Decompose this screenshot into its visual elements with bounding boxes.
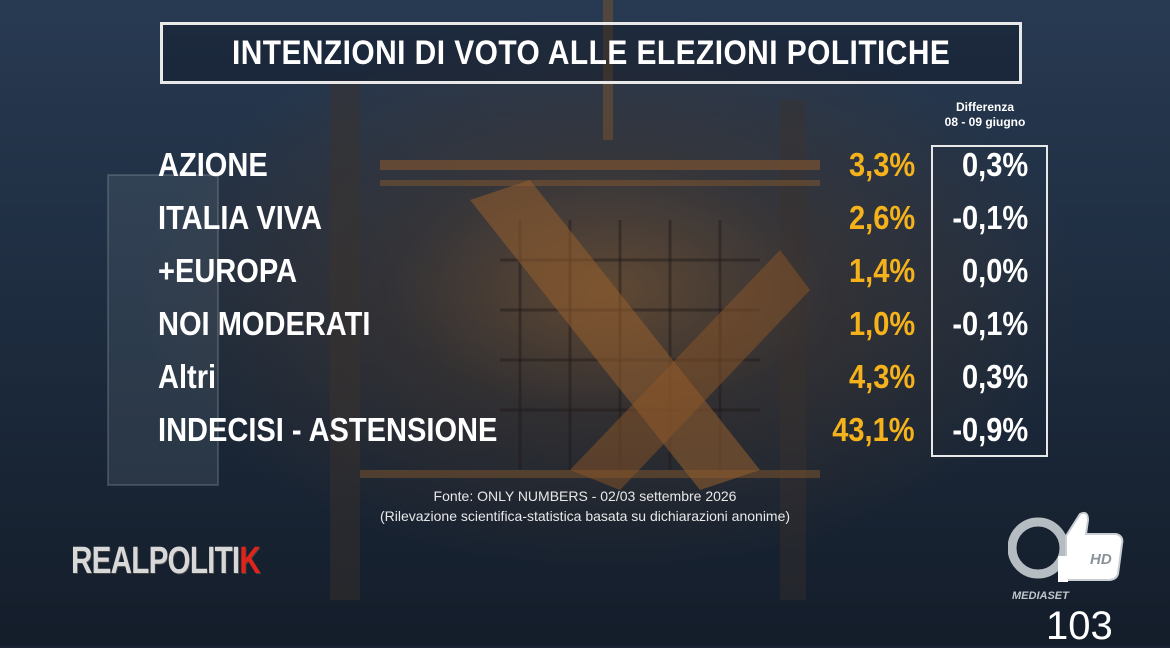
poll-row: INDECISI - ASTENSIONE 43,1% -0,9% [0,410,1170,450]
network-label: MEDIASET [1012,590,1069,602]
party-percent: 2,6% [848,199,915,236]
party-name: AZIONE [158,146,268,183]
hd-label: HD [1090,551,1112,568]
difference-box [931,145,1048,457]
party-difference: -0,1% [952,305,1028,342]
party-percent: 3,3% [848,146,915,183]
difference-header-label: Differenza [955,100,1014,114]
page-title: INTENZIONI DI VOTO ALLE ELEZIONI POLITIC… [231,33,951,72]
realpolitik-logo: REALPOLITIK [71,540,261,583]
difference-header: Differenza 08 - 09 giugno [930,100,1040,130]
party-name: NOI MODERATI [158,305,371,342]
party-name: +EUROPA [158,252,298,289]
party-name: INDECISI - ASTENSIONE [158,411,498,448]
party-difference: 0,0% [961,252,1028,289]
poll-row: +EUROPA 1,4% 0,0% [0,251,1170,291]
logo-text: REALPOLITI [71,540,240,582]
title-box: INTENZIONI DI VOTO ALLE ELEZIONI POLITIC… [160,22,1022,84]
party-percent: 1,0% [848,305,915,342]
party-name: Altri [158,358,217,395]
thumbs-up-icon [1065,511,1124,581]
poll-row: AZIONE 3,3% 0,3% [0,145,1170,185]
party-percent: 4,3% [848,358,915,395]
logo-accent-letter: K [239,540,261,582]
party-difference: 0,3% [961,146,1028,183]
party-percent: 1,4% [848,252,915,289]
source-note: Fonte: ONLY NUMBERS - 02/03 settembre 20… [300,486,870,526]
channel-number: 103 [1046,604,1113,648]
poll-row: Altri 4,3% 0,3% [0,357,1170,397]
party-difference: 0,3% [961,358,1028,395]
poll-row: NOI MODERATI 1,0% -0,1% [0,304,1170,344]
survey-disclaimer: (Rilevazione scientifica-statistica basa… [379,508,791,524]
party-difference: -0,1% [952,199,1028,236]
rete4-hd-channel-icon: HD [1008,511,1124,582]
party-difference: -0,9% [952,411,1028,448]
party-name: ITALIA VIVA [158,199,323,236]
source-line: Fonte: ONLY NUMBERS - 02/03 settembre 20… [433,488,737,504]
party-percent: 43,1% [832,411,915,448]
difference-header-dates: 08 - 09 giugno [944,115,1026,129]
poll-row: ITALIA VIVA 2,6% -0,1% [0,198,1170,238]
